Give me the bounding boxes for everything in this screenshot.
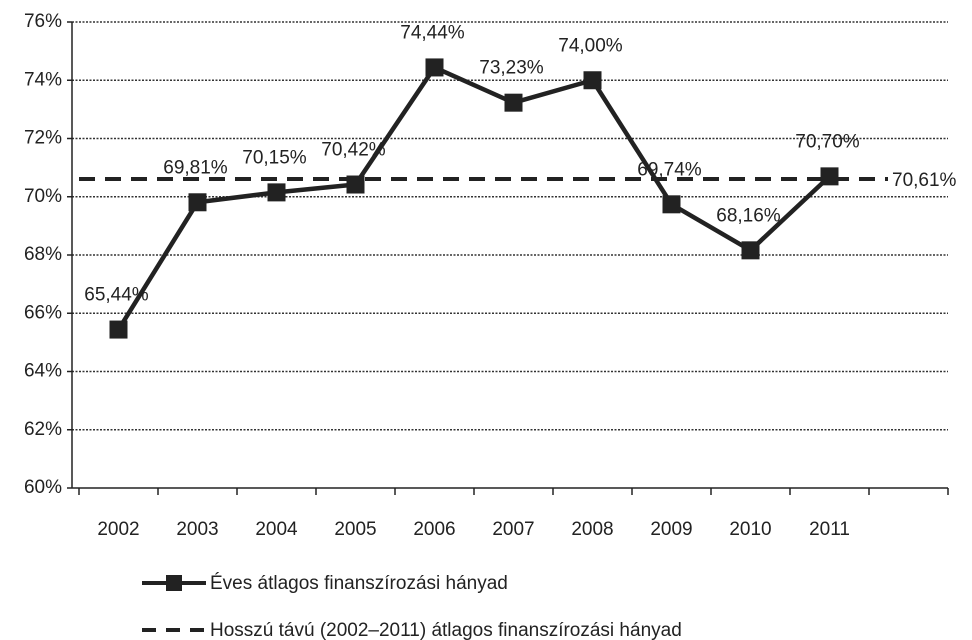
y-tick-label: 68% <box>24 244 62 265</box>
x-tick-label: 2004 <box>255 519 298 540</box>
y-tick-label: 76% <box>24 11 62 32</box>
data-label: 70,70% <box>795 131 860 152</box>
reference-label: 70,61% <box>892 170 957 191</box>
series-line <box>116 65 832 331</box>
point-marker <box>425 58 444 77</box>
data-label: 70,15% <box>242 147 307 168</box>
x-tick-label: 2002 <box>97 519 139 540</box>
x-tick-label: 2010 <box>729 519 771 540</box>
y-tick-label: 70% <box>24 186 62 207</box>
point-marker <box>109 320 128 339</box>
y-tick-label: 64% <box>24 361 62 382</box>
point-marker <box>820 167 839 186</box>
legend-label: Hosszú távú (2002–2011) átlagos finanszí… <box>210 620 682 640</box>
x-tick-label: 2003 <box>176 519 218 540</box>
x-tick-label: 2009 <box>650 519 692 540</box>
data-label: 74,44% <box>400 22 465 43</box>
y-tick-label: 60% <box>24 477 62 498</box>
data-label: 74,00% <box>558 35 623 56</box>
point-marker <box>662 195 681 214</box>
data-label: 70,42% <box>321 140 386 161</box>
data-label: 65,44% <box>84 285 149 306</box>
point-marker <box>188 193 207 212</box>
legend-marker <box>166 575 182 591</box>
point-marker <box>267 183 286 202</box>
legend-label: Éves átlagos finanszírozási hányad <box>210 573 508 594</box>
y-tick-label: 74% <box>24 69 62 90</box>
x-tick-label: 2006 <box>413 519 455 540</box>
point-marker <box>504 93 523 112</box>
data-label: 68,16% <box>716 205 781 226</box>
point-marker <box>741 241 760 260</box>
y-tick-label: 66% <box>24 302 62 323</box>
x-tick-label: 2011 <box>809 519 850 540</box>
x-tick-label: 2005 <box>334 519 376 540</box>
data-label: 69,74% <box>637 159 702 180</box>
x-tick-label: 2007 <box>492 519 534 540</box>
data-label: 73,23% <box>479 58 544 79</box>
data-label: 69,81% <box>163 157 228 178</box>
y-tick-label: 72% <box>24 128 62 149</box>
point-marker <box>346 175 365 194</box>
point-marker <box>583 71 602 90</box>
x-tick-label: 2008 <box>571 519 613 540</box>
y-tick-label: 62% <box>24 419 62 440</box>
